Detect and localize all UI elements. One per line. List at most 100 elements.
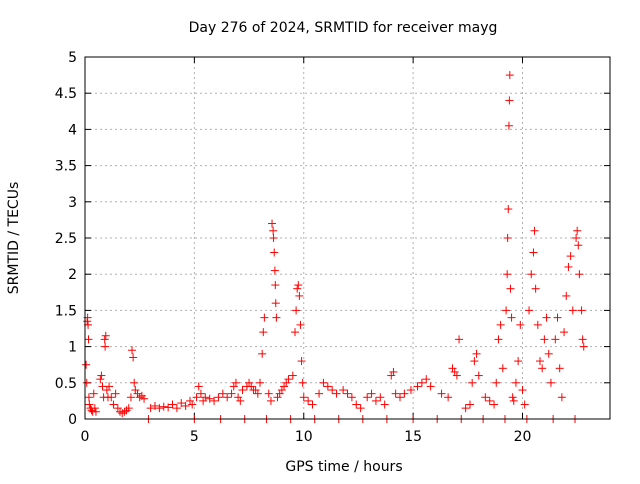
data-point [100, 335, 109, 344]
data-point [578, 335, 587, 344]
data-point [280, 382, 289, 391]
data-point [291, 328, 299, 337]
data-point [120, 407, 129, 416]
data-point [542, 313, 551, 322]
data-point [437, 389, 446, 398]
y-axis-label: SRMTID / TECUs [6, 182, 22, 295]
data-point [159, 402, 168, 411]
data-point [292, 306, 301, 315]
data-point [352, 400, 361, 409]
data-point [557, 393, 566, 402]
data-point [380, 400, 389, 409]
data-point [275, 389, 284, 398]
data-point [455, 335, 464, 344]
data-point [531, 284, 540, 293]
data-point [400, 389, 409, 398]
data-point [177, 399, 186, 408]
data-point [96, 375, 105, 384]
data-point [503, 234, 512, 242]
data-point [564, 262, 573, 271]
y-tick-label: 1 [68, 340, 77, 356]
data-point [474, 371, 483, 380]
data-point [328, 386, 337, 395]
data-point [205, 394, 214, 403]
data-point [294, 281, 303, 290]
data-point [296, 320, 305, 329]
data-point [270, 266, 279, 275]
data-point [194, 382, 203, 391]
data-point [573, 226, 582, 235]
data-point [514, 357, 523, 366]
y-tick-label: 3 [68, 195, 77, 211]
data-point [347, 393, 356, 402]
data-point [530, 226, 539, 235]
data-point [525, 306, 534, 315]
data-point [168, 400, 177, 409]
data-point [575, 270, 584, 279]
data-point [188, 400, 197, 409]
x-tick-label: 10 [295, 429, 313, 445]
data-point [406, 386, 415, 395]
data-point [391, 389, 400, 398]
data-point [266, 396, 275, 405]
data-point [218, 389, 227, 398]
y-tick-label: 0.5 [55, 376, 77, 392]
data-point [223, 393, 232, 402]
data-point [389, 367, 398, 376]
y-tick-label: 1.5 [55, 303, 77, 319]
data-point [253, 389, 262, 398]
data-point [544, 349, 553, 358]
data-point [155, 404, 164, 413]
data-point [271, 299, 280, 308]
x-tick-label: 0 [81, 429, 90, 445]
points-layer [82, 71, 588, 423]
data-point [288, 371, 297, 380]
y-tick-label: 4 [68, 122, 77, 138]
data-point [140, 394, 149, 403]
data-point [452, 371, 461, 380]
data-point [258, 349, 267, 358]
data-point [113, 404, 122, 413]
data-point [502, 306, 511, 315]
data-point [504, 121, 513, 130]
data-point [461, 404, 470, 413]
data-point [494, 335, 503, 344]
data-point [568, 306, 577, 315]
data-point [505, 96, 514, 105]
data-point [509, 396, 518, 405]
data-point [231, 378, 240, 387]
data-point [97, 371, 106, 380]
data-point [256, 378, 264, 387]
data-point [181, 401, 190, 410]
data-point [343, 389, 352, 398]
data-point [172, 404, 181, 413]
data-point [295, 291, 304, 300]
data-point [315, 389, 324, 398]
x-tick-label: 15 [404, 429, 422, 445]
data-point [396, 393, 404, 402]
data-point [284, 375, 293, 384]
data-point [371, 396, 380, 405]
data-point [527, 270, 536, 279]
data-point [413, 382, 422, 391]
data-point [214, 393, 223, 402]
data-point [126, 393, 135, 402]
data-point [131, 386, 140, 395]
y-tick-label: 5 [68, 50, 77, 66]
data-point [472, 349, 481, 358]
y-tick-label: 2.5 [55, 231, 77, 247]
data-point [308, 400, 317, 409]
data-point [146, 404, 155, 413]
data-point [109, 400, 118, 409]
data-point [540, 335, 549, 344]
data-point [107, 393, 116, 402]
data-point [444, 393, 453, 402]
data-point [236, 396, 245, 405]
data-point [234, 393, 243, 402]
data-point [227, 389, 236, 398]
data-point [129, 353, 138, 362]
data-point [277, 386, 286, 395]
y-tick-label: 2 [68, 267, 77, 283]
data-point [199, 396, 208, 405]
